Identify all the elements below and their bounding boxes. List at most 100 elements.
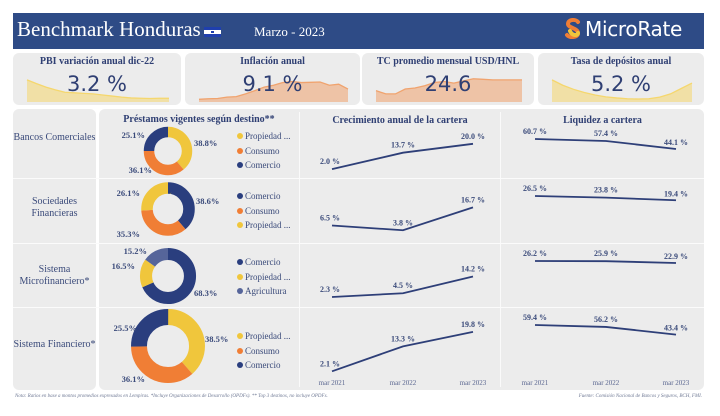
donut-label: 16.5% <box>112 261 135 271</box>
legend-swatch <box>237 273 243 280</box>
liquidity-x-tick: mar 2021 <box>522 379 549 387</box>
donut-segment <box>131 309 205 383</box>
row-divider <box>13 307 704 308</box>
kpi-title: PBI variación anual dic-22 <box>39 56 155 67</box>
donut-label: 68.3% <box>194 288 217 298</box>
growth-x-tick: mar 2021 <box>319 379 346 387</box>
liquidity-data-label: 44.1 % <box>664 138 688 147</box>
donut-segment <box>141 182 195 236</box>
liquidity-data-label: 60.7 % <box>523 127 547 136</box>
kpi-value: 9.1 % <box>242 72 303 96</box>
loans-column-title: Préstamos vigentes según destino** <box>123 114 275 125</box>
legend-label: Consumo <box>245 205 280 216</box>
liquidity-data-label: 56.2 % <box>594 315 618 324</box>
sparkline-line <box>26 79 169 100</box>
growth-line <box>331 206 474 232</box>
growth-column-title: Crecimiento anual de la cartera <box>332 115 468 126</box>
brand-name: MicroRate <box>585 17 682 41</box>
donut-label: 36.1% <box>129 165 152 175</box>
legend-item: Propiedad ... <box>237 270 291 285</box>
liquidity-data-label: 26.5 % <box>523 184 547 193</box>
legend-label: Propiedad ... <box>245 220 291 230</box>
donut-label: 25.5% <box>114 323 137 333</box>
brand-logo: MicroRate <box>564 17 682 41</box>
liquidity-data-label: 25.9 % <box>594 249 618 258</box>
donut-label: 38.6% <box>196 196 219 206</box>
row-label-bancos: Bancos Comerciales <box>13 132 96 143</box>
legend-item: Comercio <box>237 158 291 173</box>
liquidity-line <box>534 260 677 264</box>
liquidity-data-label: 19.4 % <box>664 189 688 198</box>
legend-label: Comercio <box>245 360 281 370</box>
liquidity-data-label: 23.8 % <box>594 186 618 195</box>
row-divider <box>13 178 704 179</box>
legend-swatch <box>237 362 243 369</box>
sparkline-area <box>376 78 522 102</box>
row-labels-panel <box>13 109 96 390</box>
liquidity-data-label: 22.9 % <box>664 252 688 261</box>
growth-data-label: 2.0 % <box>320 157 340 166</box>
growth-data-label: 6.5 % <box>320 213 340 222</box>
growth-line <box>331 331 474 373</box>
legend-label: Consumo <box>245 145 280 156</box>
source-note: Fuente: Comisión Nacional de Bancos y Se… <box>578 394 702 399</box>
kpi-value: 3.2 % <box>66 72 128 96</box>
legend-item: Propiedad ... <box>237 218 291 233</box>
donut-legend: Comercio Propiedad ... Agricultura <box>237 255 291 299</box>
legend-item: Consumo <box>237 144 291 159</box>
row-label-microfinanciero: Sistema Microfinanciero* <box>19 264 90 287</box>
donut-label: 35.3% <box>117 229 140 239</box>
donut-label: 38.5% <box>205 334 228 344</box>
row-label-financiero: Sistema Financiero* <box>13 339 96 350</box>
sparkline-line <box>551 79 693 100</box>
growth-data-label: 14.2 % <box>461 264 485 273</box>
donut-segment <box>143 126 193 176</box>
liquidity-x-tick: mar 2022 <box>593 379 620 387</box>
legend-item: Propiedad ... <box>237 329 291 344</box>
liquidity-line <box>534 138 677 150</box>
liquidity-data-label: 59.4 % <box>523 313 547 322</box>
growth-data-label: 20.0 % <box>461 132 485 141</box>
kpi-sparkline <box>26 79 169 102</box>
kpi-sparkline <box>198 80 349 102</box>
donut-label: 38.8% <box>194 138 217 148</box>
donut-label: 15.2% <box>124 246 147 256</box>
kpi-title: Inflación anual <box>240 56 305 67</box>
kpi-value: 5.2 % <box>590 72 652 96</box>
liquidity-data-label: 57.4 % <box>594 129 618 138</box>
legend-label: Agricultura <box>245 286 287 296</box>
liquidity-column-title: Liquidez a cartera <box>563 115 642 126</box>
liquidity-data-label: 43.4 % <box>664 324 688 333</box>
donut-segment <box>131 309 205 383</box>
liquidity-x-tick: mar 2023 <box>663 379 690 387</box>
legend-item: Comercio <box>237 255 291 270</box>
donut-label: 26.1% <box>117 188 140 198</box>
row-divider <box>13 243 704 244</box>
kpi-title: TC promedio mensual USD/HNL <box>376 56 520 67</box>
legend-label: Propiedad ... <box>245 331 291 341</box>
growth-line <box>331 275 474 298</box>
kpi-card-inflation: Inflación anual 9.1 % <box>185 53 360 105</box>
honduras-flag-icon <box>204 27 221 37</box>
report-date: Marzo - 2023 <box>254 24 325 39</box>
microrate-s-logo-icon <box>565 17 581 40</box>
growth-data-label: 3.8 % <box>393 218 413 227</box>
sparkline-area <box>27 79 169 102</box>
legend-item: Comercio <box>237 358 291 373</box>
legend-swatch <box>237 259 243 266</box>
liquidity-data-label: 26.2 % <box>523 249 547 258</box>
legend-swatch <box>237 133 243 140</box>
legend-item: Consumo <box>237 204 291 219</box>
legend-swatch <box>237 193 243 200</box>
donut-segment <box>141 182 195 236</box>
page-title: Benchmark Honduras <box>17 17 201 41</box>
growth-data-label: 2.1 % <box>320 359 340 368</box>
growth-data-label: 16.7 % <box>461 195 485 204</box>
legend-swatch <box>237 207 243 214</box>
kpi-card-exchange-rate: TC promedio mensual USD/HNL 24.6 <box>362 53 534 105</box>
donut-legend: Propiedad ... Consumo Comercio <box>237 129 291 173</box>
legend-swatch <box>237 222 243 229</box>
growth-line <box>331 142 474 171</box>
legend-item: Propiedad ... <box>237 129 291 144</box>
kpi-value: 24.6 <box>424 72 472 96</box>
